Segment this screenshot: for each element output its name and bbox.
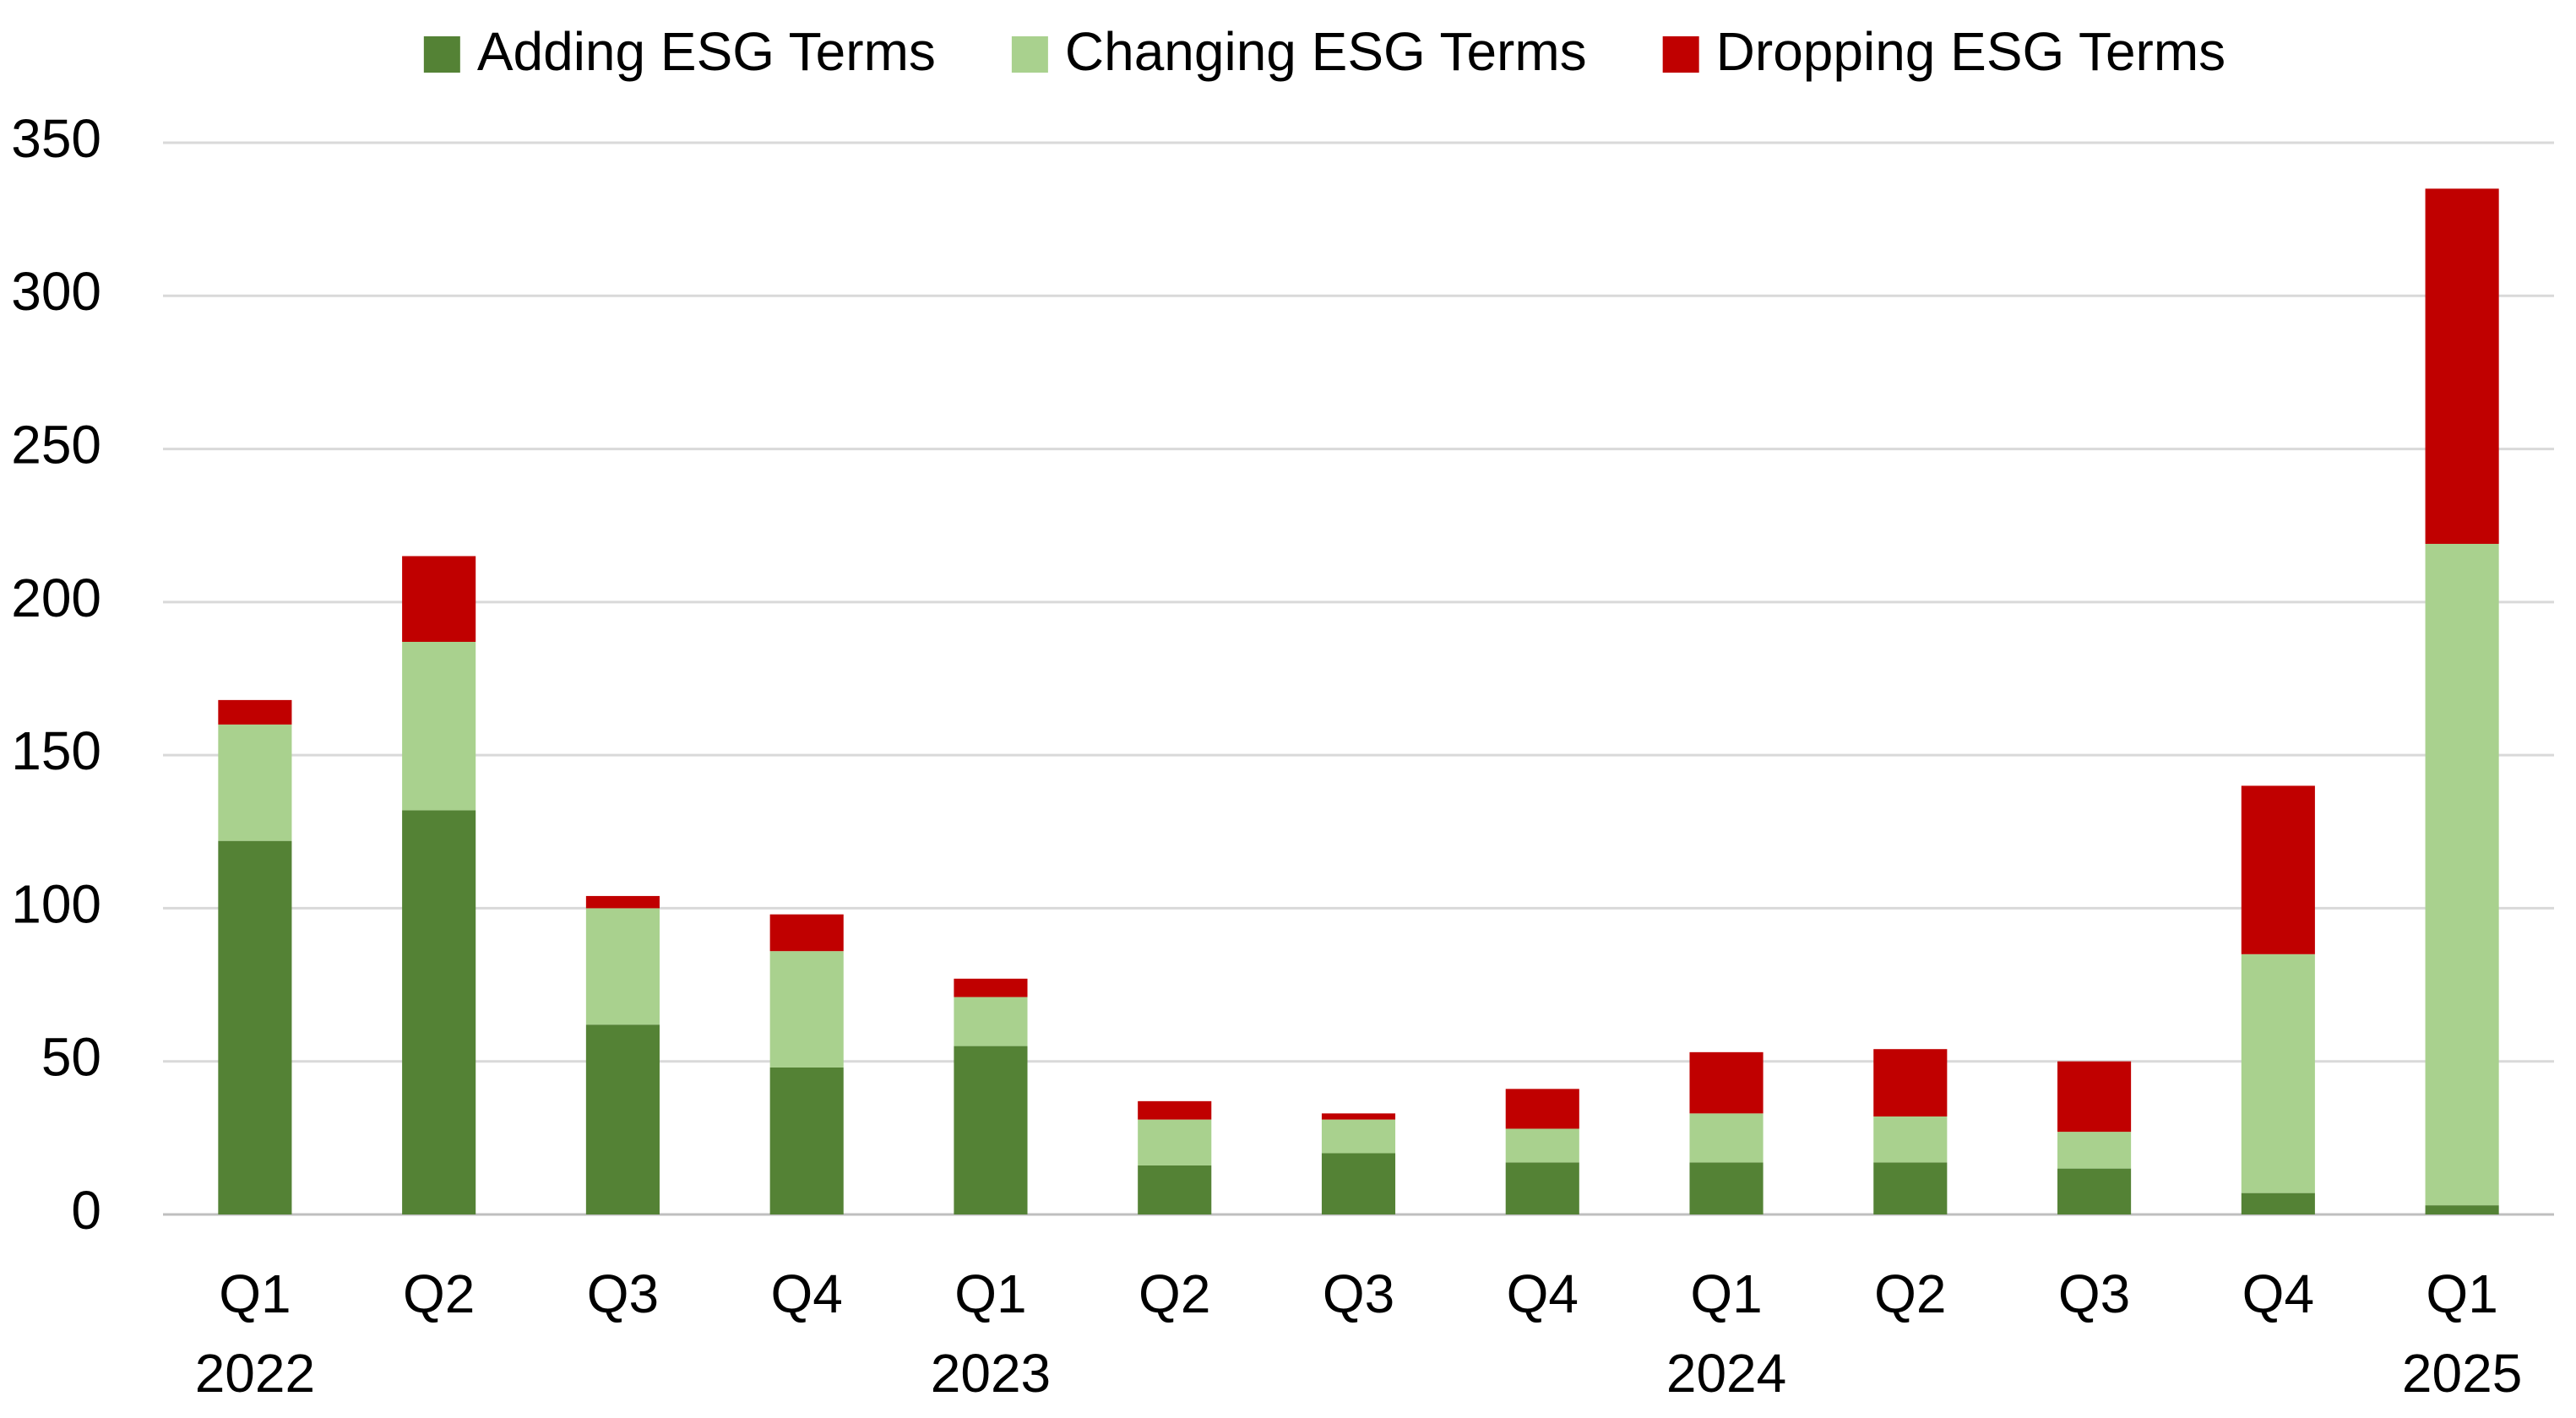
legend-swatch [423,36,460,73]
x-tick-label: Q3 [2058,1263,2130,1324]
bar-segment [402,810,476,1214]
bar-segment [218,840,292,1214]
bar-segment [1505,1128,1579,1163]
y-tick-label: 50 [41,1027,101,1088]
bar-segment [954,1046,1028,1214]
bar-segment [954,997,1028,1046]
bar-segment [1321,1113,1396,1120]
bar-segment [1138,1119,1212,1165]
y-tick-label: 0 [71,1180,101,1241]
x-tick-label: Q1 [1690,1263,1762,1324]
bar-segment [2425,188,2499,544]
bar-segment [218,699,292,725]
bar-segment [1505,1162,1579,1214]
x-tick-label: Q1 [2426,1263,2497,1324]
bar-segment [1873,1116,1948,1163]
x-group-label: 2023 [931,1343,1051,1404]
bar-segment [769,1067,844,1214]
x-tick-label: Q2 [403,1263,475,1324]
bar-segment [2241,785,2315,954]
x-tick-label: Q4 [1507,1263,1579,1324]
y-tick-label: 100 [11,873,101,934]
x-tick-label: Q1 [219,1263,291,1324]
bar-segment [1138,1165,1212,1214]
y-tick-label: 250 [11,414,101,475]
legend-label: Adding ESG Terms [477,21,936,82]
legend-label: Dropping ESG Terms [1716,21,2226,82]
bar-segment [769,951,844,1068]
bar-segment [585,895,660,909]
bar-segment [1689,1051,1764,1114]
bar-segment [1689,1162,1764,1214]
x-tick-label: Q1 [954,1263,1026,1324]
bar-segment [2425,1205,2499,1214]
bar-segment [954,978,1028,997]
legend-swatch [1011,36,1048,73]
bar-segment [1321,1153,1396,1214]
x-tick-label: Q4 [2242,1263,2314,1324]
y-tick-label: 300 [11,261,101,322]
y-tick-label: 200 [11,568,101,628]
x-tick-label: Q3 [1323,1263,1394,1324]
bar-segment [218,724,292,841]
bar-segment [2241,1193,2315,1214]
bar-segment [402,641,476,811]
bar-segment [2241,953,2315,1193]
x-tick-label: Q4 [771,1263,843,1324]
bar-segment [585,908,660,1025]
x-group-label: 2022 [195,1343,315,1404]
x-tick-label: Q3 [587,1263,659,1324]
y-tick-label: 150 [11,720,101,781]
x-tick-label: Q2 [1874,1263,1946,1324]
x-group-label: 2024 [1666,1343,1786,1404]
bar-segment [402,556,476,642]
bar-segment [769,914,844,952]
bar-segment [2057,1061,2132,1133]
bar-segment [1873,1049,1948,1116]
legend-label: Changing ESG Terms [1065,21,1587,82]
bar-segment [1689,1113,1764,1163]
bar-segment [2057,1168,2132,1214]
bar-segment [585,1024,660,1214]
bar-segment [1505,1089,1579,1129]
legend-swatch [1662,36,1699,73]
y-tick-label: 350 [11,108,101,169]
bar-segment [1138,1100,1212,1120]
bar-segment [1321,1119,1396,1154]
bar-segment [1873,1162,1948,1214]
bar-segment [2057,1132,2132,1169]
x-group-label: 2025 [2402,1343,2522,1404]
x-tick-label: Q2 [1139,1263,1210,1324]
bar-segment [2425,543,2499,1206]
